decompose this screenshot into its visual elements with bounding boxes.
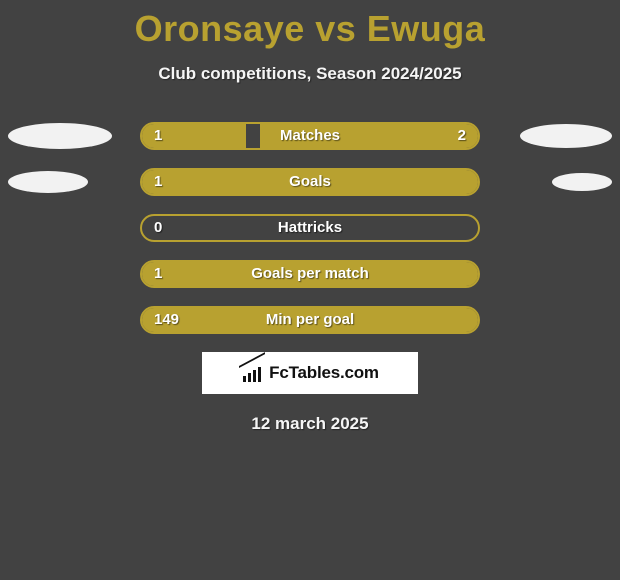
- left-ellipse: [8, 123, 112, 149]
- brand-box: FcTables.com: [202, 352, 418, 394]
- stat-value-right: [454, 262, 478, 288]
- stat-track: 0Hattricks: [140, 214, 480, 242]
- left-ellipse: [8, 171, 88, 193]
- brand-text: FcTables.com: [269, 363, 379, 383]
- stats-container: 12Matches1Goals0Hattricks1Goals per matc…: [0, 122, 620, 334]
- page-title: Oronsaye vs Ewuga: [0, 0, 620, 50]
- stat-value-right: [454, 308, 478, 334]
- stat-track: 1Goals: [140, 168, 480, 196]
- stat-track: 12Matches: [140, 122, 480, 150]
- stat-track: 1Goals per match: [140, 260, 480, 288]
- stat-value-right: [454, 170, 478, 196]
- stat-value-left: 1: [142, 262, 174, 288]
- stat-row: 0Hattricks: [0, 214, 620, 242]
- stat-row: 149Min per goal: [0, 306, 620, 334]
- fill-left: [142, 262, 478, 286]
- page-subtitle: Club competitions, Season 2024/2025: [0, 64, 620, 84]
- stat-row: 12Matches: [0, 122, 620, 150]
- stat-value-left: 1: [142, 124, 174, 150]
- stat-row: 1Goals: [0, 168, 620, 196]
- bar-chart-arrow-icon: [241, 364, 263, 382]
- fill-left: [142, 308, 478, 332]
- stat-value-left: 1: [142, 170, 174, 196]
- stat-value-left: 0: [142, 216, 174, 242]
- stat-row: 1Goals per match: [0, 260, 620, 288]
- fill-left: [142, 170, 478, 194]
- stat-value-right: [454, 216, 478, 242]
- date-label: 12 march 2025: [0, 414, 620, 434]
- right-ellipse: [552, 173, 612, 191]
- stat-label: Hattricks: [142, 216, 478, 242]
- stat-value-right: 2: [446, 124, 478, 150]
- stat-track: 149Min per goal: [140, 306, 480, 334]
- stat-value-left: 149: [142, 308, 191, 334]
- right-ellipse: [520, 124, 612, 148]
